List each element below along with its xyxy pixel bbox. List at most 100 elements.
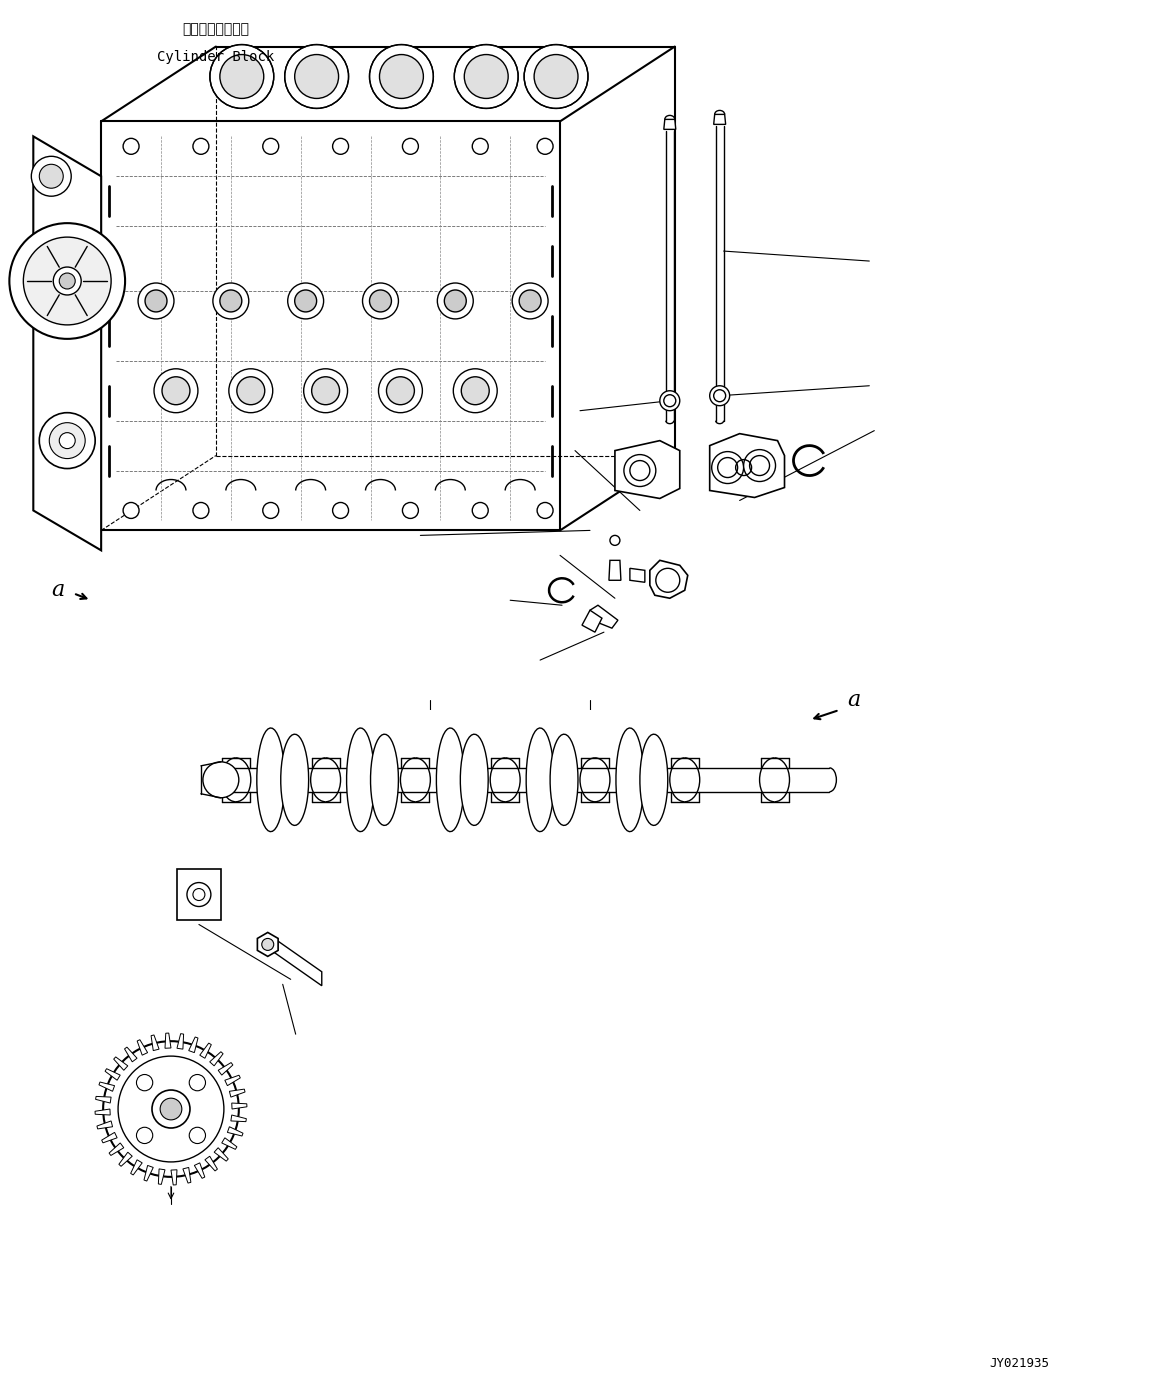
- Circle shape: [519, 290, 541, 312]
- Circle shape: [370, 45, 434, 108]
- Circle shape: [709, 386, 729, 406]
- Polygon shape: [158, 1169, 165, 1184]
- Circle shape: [187, 882, 211, 907]
- Circle shape: [712, 452, 743, 483]
- Circle shape: [49, 423, 85, 459]
- Circle shape: [193, 503, 209, 518]
- Circle shape: [537, 139, 554, 154]
- Polygon shape: [714, 115, 726, 125]
- Polygon shape: [97, 1121, 113, 1128]
- Circle shape: [123, 503, 140, 518]
- Polygon shape: [165, 1033, 171, 1049]
- Polygon shape: [171, 1170, 177, 1184]
- Circle shape: [534, 55, 578, 98]
- Text: Cylinder Block: Cylinder Block: [157, 49, 274, 63]
- Circle shape: [136, 1074, 152, 1091]
- Polygon shape: [347, 728, 374, 832]
- Polygon shape: [137, 1040, 148, 1056]
- Circle shape: [23, 237, 112, 325]
- Circle shape: [220, 55, 264, 98]
- Circle shape: [262, 938, 273, 951]
- Polygon shape: [109, 1142, 123, 1155]
- Circle shape: [237, 377, 265, 405]
- Circle shape: [402, 503, 419, 518]
- Circle shape: [609, 535, 620, 546]
- Text: a: a: [51, 580, 65, 601]
- Polygon shape: [257, 932, 278, 956]
- Text: a: a: [848, 689, 861, 711]
- Polygon shape: [650, 560, 687, 598]
- Polygon shape: [616, 728, 644, 832]
- Circle shape: [623, 455, 656, 487]
- Circle shape: [294, 55, 338, 98]
- Polygon shape: [231, 1103, 247, 1109]
- Circle shape: [386, 377, 414, 405]
- Polygon shape: [709, 434, 785, 497]
- Circle shape: [40, 164, 63, 188]
- Circle shape: [136, 1127, 152, 1144]
- Circle shape: [333, 503, 349, 518]
- Polygon shape: [371, 734, 399, 826]
- Circle shape: [53, 267, 81, 295]
- Circle shape: [656, 568, 679, 592]
- Circle shape: [59, 433, 76, 448]
- Circle shape: [379, 55, 423, 98]
- Circle shape: [437, 283, 473, 319]
- Polygon shape: [130, 1159, 142, 1175]
- Circle shape: [363, 283, 399, 319]
- Circle shape: [472, 503, 488, 518]
- Polygon shape: [615, 441, 679, 498]
- Polygon shape: [257, 728, 285, 832]
- Polygon shape: [664, 119, 676, 129]
- Polygon shape: [550, 734, 578, 826]
- Circle shape: [370, 290, 392, 312]
- Circle shape: [285, 45, 349, 108]
- Circle shape: [464, 55, 508, 98]
- Polygon shape: [209, 1051, 223, 1065]
- Polygon shape: [105, 1068, 120, 1081]
- Circle shape: [263, 139, 279, 154]
- Circle shape: [537, 503, 554, 518]
- Circle shape: [304, 368, 348, 413]
- Polygon shape: [119, 1152, 133, 1166]
- Circle shape: [462, 377, 490, 405]
- Circle shape: [743, 449, 776, 482]
- Polygon shape: [194, 1163, 205, 1179]
- Circle shape: [123, 139, 140, 154]
- Polygon shape: [34, 136, 101, 550]
- Polygon shape: [200, 1043, 212, 1058]
- Circle shape: [378, 368, 422, 413]
- Polygon shape: [229, 1089, 245, 1098]
- Polygon shape: [640, 734, 668, 826]
- Circle shape: [525, 45, 588, 108]
- Circle shape: [104, 1042, 238, 1177]
- Polygon shape: [630, 568, 644, 582]
- Circle shape: [202, 762, 238, 798]
- Circle shape: [512, 283, 548, 319]
- Polygon shape: [177, 1033, 184, 1049]
- Circle shape: [31, 157, 71, 196]
- Circle shape: [193, 139, 209, 154]
- Polygon shape: [144, 1165, 154, 1182]
- Polygon shape: [183, 1168, 191, 1183]
- Bar: [177, 868, 221, 920]
- Polygon shape: [95, 1096, 112, 1103]
- Circle shape: [220, 290, 242, 312]
- Circle shape: [294, 290, 316, 312]
- Circle shape: [229, 368, 273, 413]
- Polygon shape: [151, 1035, 159, 1050]
- Circle shape: [444, 290, 466, 312]
- Polygon shape: [219, 1063, 233, 1075]
- Circle shape: [59, 273, 76, 288]
- Polygon shape: [224, 1075, 241, 1085]
- Circle shape: [213, 283, 249, 319]
- Circle shape: [427, 721, 434, 729]
- Circle shape: [263, 503, 279, 518]
- Circle shape: [472, 139, 488, 154]
- Circle shape: [659, 391, 679, 410]
- Polygon shape: [231, 1114, 247, 1121]
- Polygon shape: [205, 1156, 217, 1170]
- Text: JY021935: JY021935: [989, 1357, 1049, 1371]
- Circle shape: [9, 223, 126, 339]
- Circle shape: [145, 290, 167, 312]
